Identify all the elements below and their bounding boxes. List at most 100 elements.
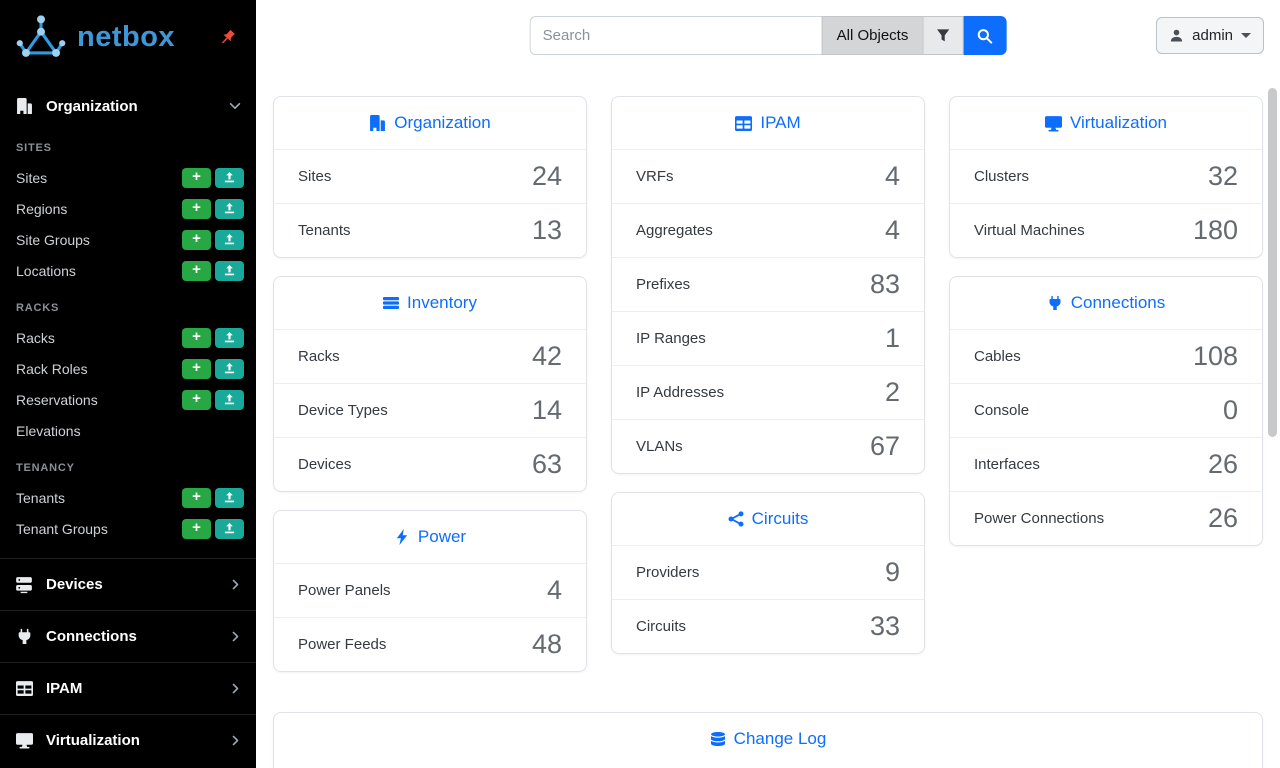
stat-value[interactable]: 108 bbox=[1192, 341, 1238, 371]
stat-label[interactable]: Cables bbox=[974, 348, 1021, 365]
sidebar-item-locations[interactable]: Locations + bbox=[0, 255, 256, 286]
search-scope-button[interactable]: All Objects bbox=[821, 16, 924, 55]
add-button[interactable]: + bbox=[182, 389, 211, 410]
filter-button[interactable] bbox=[923, 16, 964, 55]
stat-label[interactable]: Console bbox=[974, 402, 1030, 419]
pin-icon[interactable] bbox=[219, 29, 236, 46]
stat-label[interactable]: Aggregates bbox=[636, 222, 713, 239]
stat-label[interactable]: Power Feeds bbox=[298, 636, 387, 653]
stat-value[interactable]: 33 bbox=[869, 611, 900, 641]
topbar: All Objects admin bbox=[256, 0, 1280, 72]
stat-value[interactable]: 83 bbox=[869, 269, 900, 299]
sidebar-item-tenant-groups[interactable]: Tenant Groups + bbox=[0, 513, 256, 544]
add-button[interactable]: + bbox=[182, 487, 211, 508]
card-title[interactable]: Virtualization bbox=[1069, 113, 1168, 132]
sidebar-item-regions[interactable]: Regions + bbox=[0, 193, 256, 224]
sidebar-item-tenants[interactable]: Tenants + bbox=[0, 482, 256, 513]
add-button[interactable]: + bbox=[182, 518, 211, 539]
sidebar-item-label: Regions bbox=[16, 200, 68, 217]
stat-label[interactable]: Device Types bbox=[298, 402, 388, 419]
stat-value[interactable]: 63 bbox=[531, 449, 562, 479]
stat-value[interactable]: 26 bbox=[1207, 503, 1238, 533]
sidebar-item-elevations[interactable]: Elevations bbox=[0, 415, 256, 446]
stat-label[interactable]: Interfaces bbox=[974, 456, 1040, 473]
stat-value[interactable]: 67 bbox=[869, 431, 900, 461]
stat-value[interactable]: 0 bbox=[1222, 395, 1238, 425]
sidebar-item-virtualization[interactable]: Virtualization bbox=[0, 714, 256, 766]
user-menu-button[interactable]: admin bbox=[1156, 17, 1264, 54]
add-button[interactable]: + bbox=[182, 327, 211, 348]
sidebar-item-racks[interactable]: Racks + bbox=[0, 322, 256, 353]
stat-label[interactable]: Power Panels bbox=[298, 582, 391, 599]
import-button[interactable] bbox=[215, 229, 244, 250]
stat-value[interactable]: 13 bbox=[531, 215, 562, 245]
stat-value[interactable]: 4 bbox=[546, 575, 562, 605]
stat-value[interactable]: 14 bbox=[531, 395, 562, 425]
stat-value[interactable]: 32 bbox=[1207, 161, 1238, 191]
sidebar-item-connections[interactable]: Connections bbox=[0, 610, 256, 662]
stat-value[interactable]: 2 bbox=[884, 377, 900, 407]
stat-label[interactable]: Circuits bbox=[636, 618, 687, 635]
import-button[interactable] bbox=[215, 358, 244, 379]
ip-table-icon bbox=[14, 680, 34, 697]
card-title[interactable]: Change Log bbox=[733, 729, 827, 748]
import-button[interactable] bbox=[215, 389, 244, 410]
stat-label[interactable]: Clusters bbox=[974, 168, 1030, 185]
add-button[interactable]: + bbox=[182, 229, 211, 250]
card-title[interactable]: Connections bbox=[1070, 293, 1166, 312]
sidebar-item-organization[interactable]: Organization bbox=[0, 86, 256, 126]
stat-label[interactable]: IP Ranges bbox=[636, 330, 706, 347]
sidebar-item-site-groups[interactable]: Site Groups + bbox=[0, 224, 256, 255]
import-button[interactable] bbox=[215, 327, 244, 348]
stat-label[interactable]: Providers bbox=[636, 564, 700, 581]
add-button[interactable]: + bbox=[182, 198, 211, 219]
stat-label[interactable]: Prefixes bbox=[636, 276, 691, 293]
add-button[interactable]: + bbox=[182, 260, 211, 281]
stat-value[interactable]: 9 bbox=[884, 557, 900, 587]
stat-value[interactable]: 180 bbox=[1192, 215, 1238, 245]
stat-value[interactable]: 4 bbox=[884, 161, 900, 191]
brand[interactable]: netbox bbox=[0, 0, 256, 70]
card-title[interactable]: Circuits bbox=[751, 509, 809, 528]
table-icon bbox=[735, 115, 752, 132]
sidebar-item-reservations[interactable]: Reservations + bbox=[0, 384, 256, 415]
sidebar-item-ipam[interactable]: IPAM bbox=[0, 662, 256, 714]
card-header: IPAM bbox=[612, 97, 924, 149]
import-button[interactable] bbox=[215, 518, 244, 539]
sidebar-item-sites[interactable]: Sites + bbox=[0, 162, 256, 193]
stat-label[interactable]: Sites bbox=[298, 168, 332, 185]
stat-label[interactable]: Devices bbox=[298, 456, 352, 473]
search-submit-button[interactable] bbox=[963, 16, 1007, 55]
stat-value[interactable]: 42 bbox=[531, 341, 562, 371]
plug-icon bbox=[14, 628, 34, 645]
stat-label[interactable]: Virtual Machines bbox=[974, 222, 1085, 239]
import-button[interactable] bbox=[215, 260, 244, 281]
import-button[interactable] bbox=[215, 167, 244, 188]
stat-label[interactable]: Power Connections bbox=[974, 510, 1105, 527]
import-button[interactable] bbox=[215, 487, 244, 508]
sidebar-item-devices[interactable]: Devices bbox=[0, 558, 256, 610]
sidebar-item-rack-roles[interactable]: Rack Roles + bbox=[0, 353, 256, 384]
stat-label[interactable]: IP Addresses bbox=[636, 384, 725, 401]
stat-label[interactable]: Racks bbox=[298, 348, 340, 365]
stat-label[interactable]: VLANs bbox=[636, 438, 683, 455]
plus-icon: + bbox=[192, 230, 201, 247]
stat-value[interactable]: 48 bbox=[531, 629, 562, 659]
import-button[interactable] bbox=[215, 198, 244, 219]
add-button[interactable]: + bbox=[182, 167, 211, 188]
monitor-icon bbox=[1045, 115, 1062, 132]
page-scrollbar[interactable] bbox=[1268, 88, 1277, 437]
stat-label[interactable]: VRFs bbox=[636, 168, 674, 185]
sidebar-item-label: Devices bbox=[46, 576, 103, 593]
card-title[interactable]: IPAM bbox=[760, 113, 801, 132]
stat-value[interactable]: 24 bbox=[531, 161, 562, 191]
card-title[interactable]: Organization bbox=[394, 113, 491, 132]
stat-value[interactable]: 4 bbox=[884, 215, 900, 245]
add-button[interactable]: + bbox=[182, 358, 211, 379]
card-title[interactable]: Power bbox=[417, 527, 467, 546]
stat-value[interactable]: 26 bbox=[1207, 449, 1238, 479]
card-title[interactable]: Inventory bbox=[407, 293, 477, 312]
stat-label[interactable]: Tenants bbox=[298, 222, 351, 239]
stat-value[interactable]: 1 bbox=[884, 323, 900, 353]
search-input[interactable] bbox=[529, 16, 822, 55]
